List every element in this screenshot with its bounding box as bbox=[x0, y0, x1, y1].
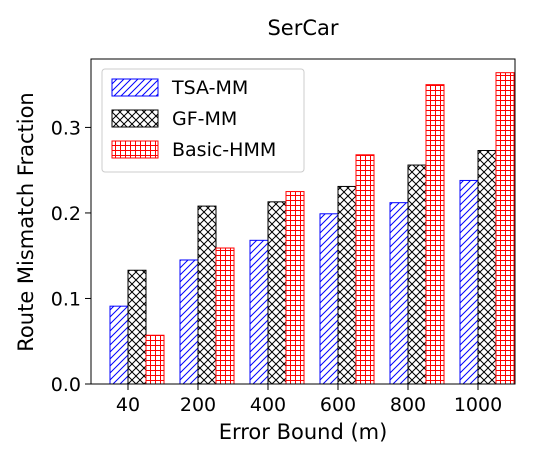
bar-tsa-mm-200 bbox=[179, 259, 199, 385]
legend-label-basic-hmm: Basic-HMM bbox=[172, 139, 276, 161]
bar-basic-hmm-800 bbox=[425, 84, 445, 385]
y-axis-label: Route Mismatch Fraction bbox=[14, 92, 38, 351]
bar-basic-hmm-1000 bbox=[495, 72, 515, 385]
bars-group bbox=[109, 72, 515, 385]
bar-gf-mm-400 bbox=[267, 201, 287, 385]
x-axis-label: Error Bound (m) bbox=[219, 420, 388, 444]
chart-title: SerCar bbox=[267, 16, 338, 40]
y-tick-label: 0.1 bbox=[51, 288, 81, 310]
bar-basic-hmm-200 bbox=[215, 247, 235, 385]
bar-tsa-mm-800 bbox=[389, 202, 409, 385]
legend-label-tsa-mm: TSA-MM bbox=[171, 77, 248, 99]
legend-swatch-gf-mm bbox=[111, 109, 159, 128]
x-tick-label: 400 bbox=[250, 394, 286, 416]
x-tick-label: 200 bbox=[180, 394, 216, 416]
y-tick-label: 0.0 bbox=[51, 374, 81, 396]
bar-tsa-mm-400 bbox=[249, 239, 269, 385]
bar-tsa-mm-1000 bbox=[459, 179, 479, 385]
bar-gf-mm-200 bbox=[197, 205, 217, 385]
bar-gf-mm-1000 bbox=[477, 150, 497, 385]
x-tick-label: 800 bbox=[390, 394, 426, 416]
y-tick-label: 0.3 bbox=[51, 117, 81, 139]
bar-gf-mm-800 bbox=[407, 164, 427, 385]
bar-basic-hmm-400 bbox=[285, 191, 305, 385]
x-axis-ticks: 40 200 400 600 800 1000 bbox=[116, 384, 502, 416]
x-tick-label: 40 bbox=[116, 394, 140, 416]
y-axis-ticks: 0.0 0.1 0.2 0.3 bbox=[51, 117, 91, 396]
bar-basic-hmm-600 bbox=[355, 154, 375, 385]
y-tick-label: 0.2 bbox=[51, 203, 81, 225]
legend-label-gf-mm: GF-MM bbox=[172, 108, 237, 130]
bar-tsa-mm-600 bbox=[319, 213, 339, 385]
x-tick-label: 1000 bbox=[454, 394, 502, 416]
legend-swatch-basic-hmm bbox=[111, 140, 159, 159]
x-tick-label: 600 bbox=[320, 394, 356, 416]
plot-frame bbox=[90, 58, 516, 385]
bar-tsa-mm-40 bbox=[109, 305, 129, 385]
bar-gf-mm-40 bbox=[127, 269, 147, 385]
bar-basic-hmm-40 bbox=[145, 334, 165, 385]
legend-swatch-tsa-mm bbox=[111, 78, 159, 97]
legend: TSA-MM GF-MM Basic-HMM bbox=[101, 68, 305, 173]
bar-gf-mm-600 bbox=[337, 185, 357, 385]
